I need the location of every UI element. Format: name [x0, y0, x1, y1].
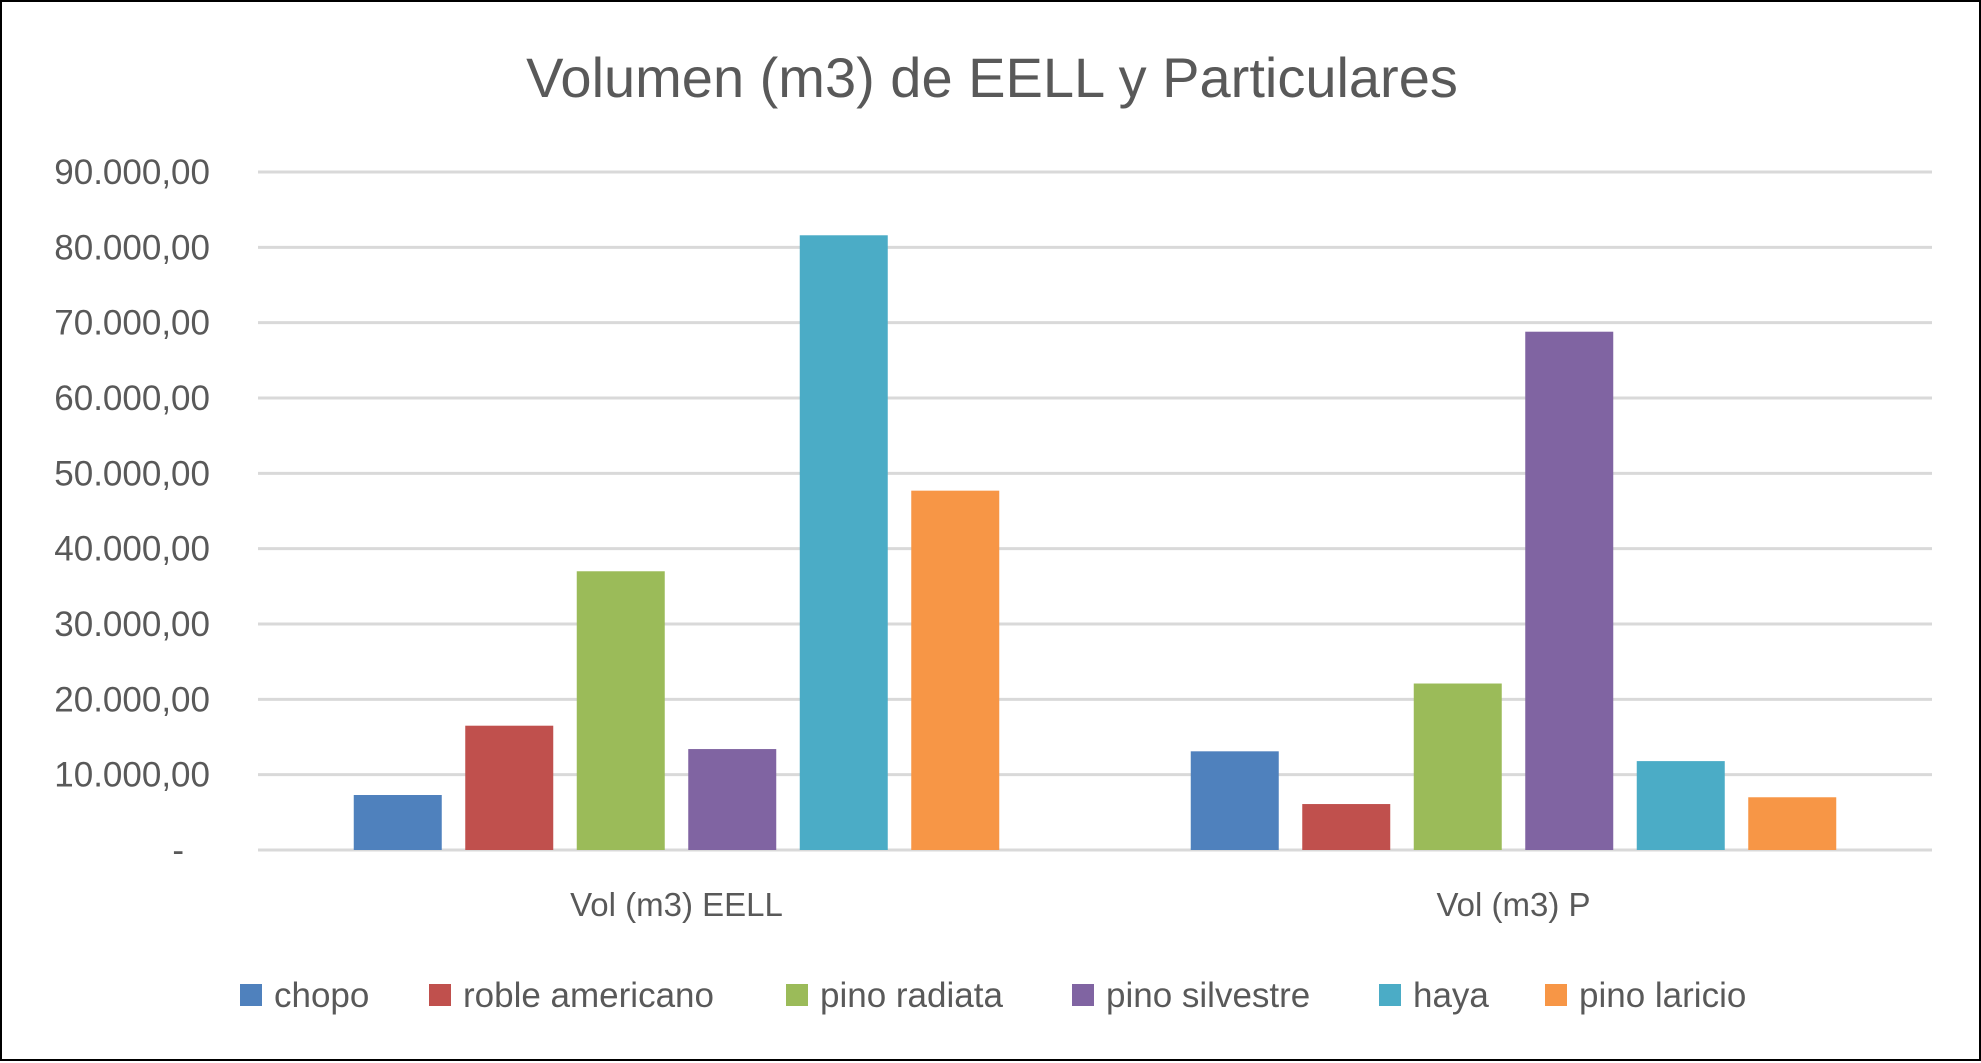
y-tick-label: 10.000,00	[54, 756, 210, 795]
legend-label: pino silvestre	[1106, 976, 1310, 1015]
y-tick-label: 40.000,00	[54, 530, 210, 569]
legend-swatch	[429, 984, 451, 1006]
bar-haya-0	[799, 235, 888, 850]
legend-swatch	[1379, 984, 1401, 1006]
chart-title: Volumen (m3) de EELL y Particulares	[526, 46, 1458, 109]
bar-pino-silvestre-1	[1525, 331, 1614, 850]
legend-label: roble americano	[463, 976, 714, 1015]
legend: chopo roble americano pino radiata pino sil…	[240, 976, 1746, 1015]
legend-label: pino laricio	[1579, 976, 1746, 1015]
x-category-label: Vol (m3) P	[1436, 886, 1590, 923]
legend-label: haya	[1413, 976, 1489, 1015]
y-tick-label: -	[172, 831, 184, 870]
bar-pino-silvestre-0	[688, 749, 777, 850]
x-axis-categories: Vol (m3) EELL Vol (m3) P	[570, 886, 1590, 923]
bar-pino-laricio-0	[911, 490, 1000, 850]
y-axis-ticks: - 10.000,00 20.000,00 30.000,00 40.000,00 50.…	[54, 153, 210, 870]
bars	[353, 235, 1837, 850]
bar-pino-laricio-1	[1748, 797, 1837, 850]
bar-pino-radiata-1	[1413, 683, 1502, 850]
legend-swatch	[786, 984, 808, 1006]
bar-roble-americano-0	[465, 725, 554, 850]
bar-chopo-1	[1190, 751, 1279, 850]
legend-swatch	[1072, 984, 1094, 1006]
bar-roble-americano-1	[1302, 804, 1391, 850]
legend-label: pino radiata	[820, 976, 1003, 1015]
y-tick-label: 70.000,00	[54, 304, 210, 343]
y-tick-label: 30.000,00	[54, 605, 210, 644]
y-tick-label: 50.000,00	[54, 454, 210, 493]
legend-swatch	[240, 984, 262, 1006]
legend-label: chopo	[274, 976, 369, 1015]
y-tick-label: 90.000,00	[54, 153, 210, 192]
x-category-label: Vol (m3) EELL	[570, 886, 783, 923]
legend-swatch	[1545, 984, 1567, 1006]
bar-pino-radiata-0	[576, 571, 665, 850]
bar-haya-1	[1636, 761, 1725, 850]
y-tick-label: 60.000,00	[54, 379, 210, 418]
y-tick-label: 20.000,00	[54, 680, 210, 719]
bar-chopo-0	[353, 795, 442, 850]
y-tick-label: 80.000,00	[54, 228, 210, 267]
